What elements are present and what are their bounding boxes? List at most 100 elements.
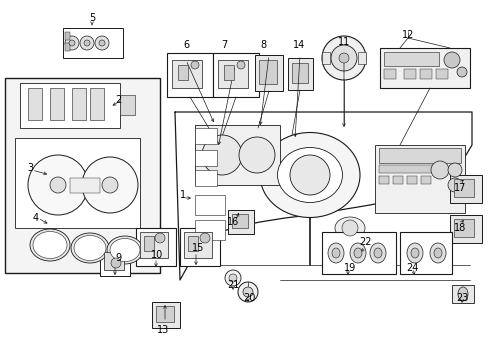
Bar: [136, 228, 176, 266]
Text: 1: 1: [180, 190, 185, 200]
Circle shape: [430, 161, 448, 179]
Bar: [140, 232, 168, 258]
Bar: [143, 236, 154, 251]
Bar: [451, 285, 473, 303]
Circle shape: [80, 36, 94, 50]
Circle shape: [443, 52, 459, 68]
Text: 11: 11: [337, 37, 349, 47]
Circle shape: [289, 155, 329, 195]
Bar: [379, 48, 469, 88]
Bar: [195, 195, 224, 215]
Bar: [449, 175, 481, 203]
Circle shape: [155, 233, 164, 243]
Ellipse shape: [74, 235, 106, 261]
Ellipse shape: [406, 243, 422, 263]
Text: 14: 14: [292, 40, 305, 50]
Text: 2: 2: [115, 95, 121, 105]
Ellipse shape: [33, 231, 67, 258]
Bar: [5, 78, 160, 273]
Bar: [180, 228, 220, 266]
Text: 13: 13: [157, 325, 169, 335]
Text: 5: 5: [89, 13, 95, 23]
Bar: [224, 65, 234, 80]
Circle shape: [237, 61, 244, 69]
Text: 21: 21: [226, 280, 239, 290]
Circle shape: [95, 36, 109, 50]
Bar: [195, 125, 280, 185]
Text: 7: 7: [221, 40, 226, 50]
Bar: [195, 170, 217, 186]
Bar: [120, 95, 135, 115]
Bar: [357, 52, 365, 64]
Bar: [435, 69, 447, 79]
Bar: [195, 128, 217, 144]
Bar: [167, 53, 213, 97]
Bar: [178, 65, 187, 80]
Bar: [420, 176, 430, 184]
Bar: [65, 43, 70, 51]
Ellipse shape: [260, 132, 359, 217]
Bar: [231, 214, 247, 228]
Bar: [195, 150, 217, 166]
Ellipse shape: [327, 243, 343, 263]
Ellipse shape: [30, 229, 70, 261]
Bar: [321, 232, 395, 274]
Bar: [403, 69, 415, 79]
Bar: [100, 248, 130, 276]
Bar: [213, 53, 259, 97]
Ellipse shape: [433, 248, 441, 258]
Bar: [378, 148, 460, 163]
Bar: [187, 236, 198, 251]
Circle shape: [200, 233, 209, 243]
Text: 22: 22: [359, 237, 371, 247]
Text: 15: 15: [191, 243, 204, 253]
Circle shape: [447, 163, 461, 177]
Bar: [378, 165, 438, 173]
Circle shape: [82, 157, 138, 213]
Bar: [90, 88, 104, 120]
Circle shape: [239, 137, 274, 173]
Circle shape: [447, 178, 461, 192]
Ellipse shape: [107, 236, 142, 264]
Circle shape: [84, 40, 90, 46]
Text: 16: 16: [226, 217, 239, 227]
Bar: [449, 215, 481, 243]
Bar: [172, 60, 202, 88]
Text: 18: 18: [453, 223, 465, 233]
Bar: [383, 69, 395, 79]
Circle shape: [341, 220, 357, 236]
Text: 3: 3: [27, 163, 33, 173]
Bar: [291, 63, 307, 83]
Circle shape: [191, 61, 199, 69]
Text: 9: 9: [115, 253, 121, 263]
Ellipse shape: [457, 287, 467, 301]
Circle shape: [202, 135, 242, 175]
Bar: [218, 60, 247, 88]
Text: 19: 19: [343, 263, 355, 273]
Bar: [72, 88, 86, 120]
Text: 12: 12: [401, 30, 413, 40]
Circle shape: [111, 258, 121, 268]
Bar: [254, 55, 283, 91]
Circle shape: [65, 36, 79, 50]
Bar: [195, 220, 224, 240]
Text: 6: 6: [183, 40, 189, 50]
Circle shape: [228, 274, 237, 282]
Text: 24: 24: [405, 263, 417, 273]
Bar: [378, 176, 388, 184]
Ellipse shape: [369, 243, 385, 263]
Text: 17: 17: [453, 183, 465, 193]
Bar: [374, 145, 464, 213]
Bar: [383, 52, 438, 66]
Text: 20: 20: [243, 293, 255, 303]
Ellipse shape: [110, 238, 140, 261]
Ellipse shape: [349, 243, 365, 263]
Bar: [183, 232, 212, 258]
Bar: [399, 232, 451, 274]
Bar: [20, 83, 120, 128]
Circle shape: [28, 155, 88, 215]
Bar: [287, 58, 312, 90]
Text: 4: 4: [33, 213, 39, 223]
Bar: [104, 252, 124, 270]
Ellipse shape: [410, 248, 418, 258]
